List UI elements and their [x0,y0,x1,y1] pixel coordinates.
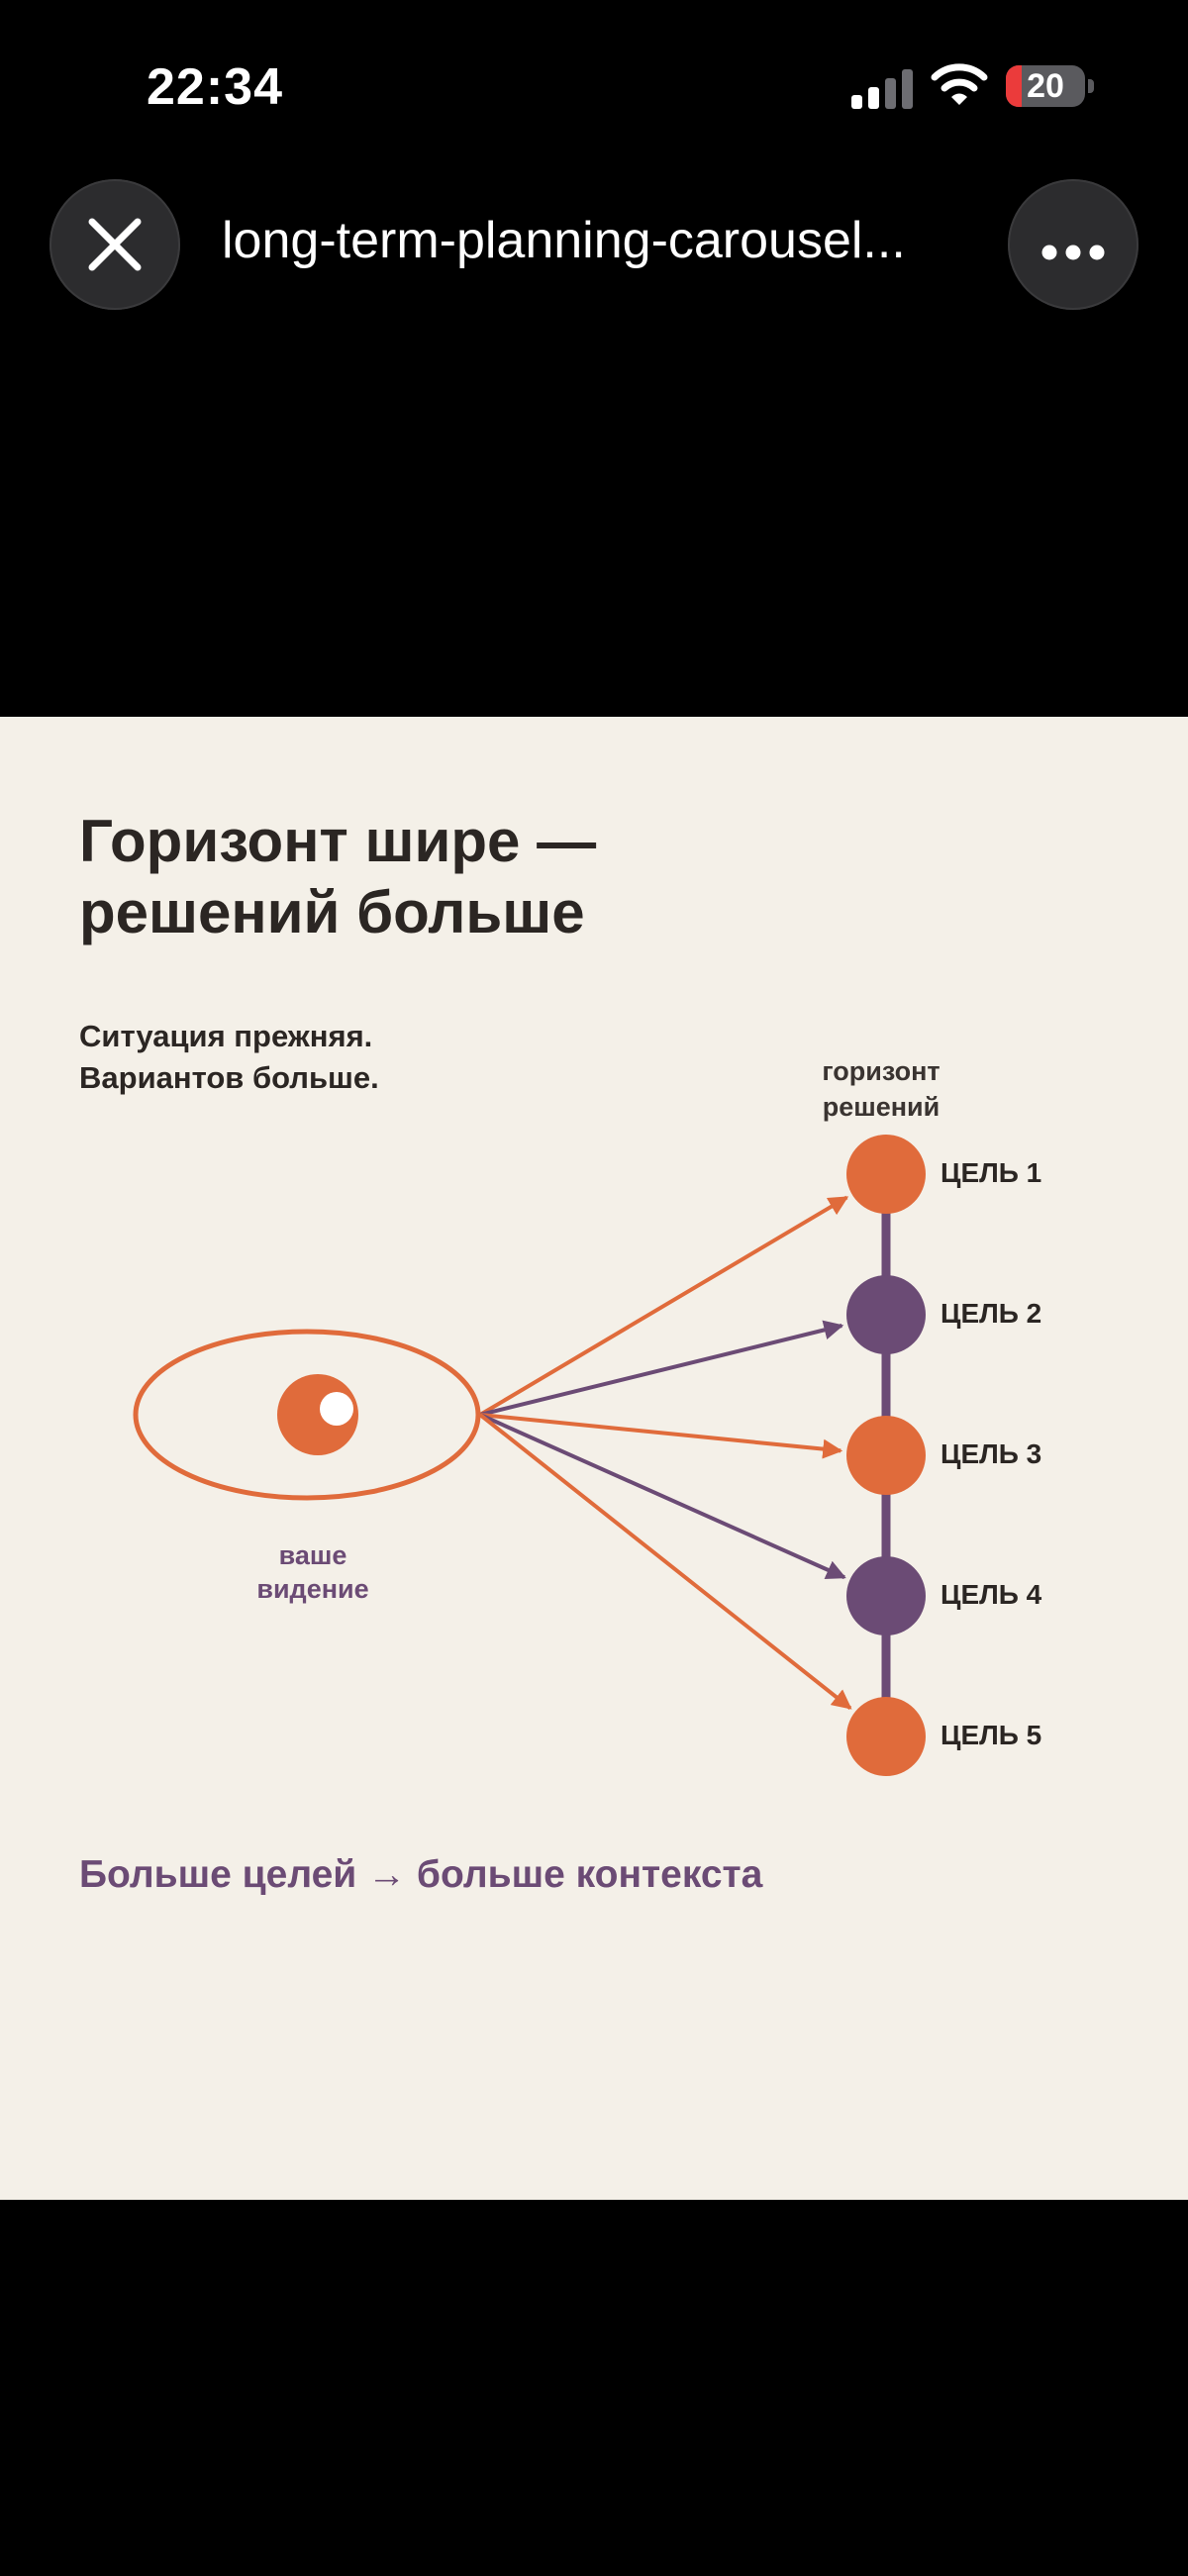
wifi-icon [931,63,988,105]
close-icon [88,218,142,271]
goal-label-4: ЦЕЛЬ 4 [940,1579,1042,1610]
goal-label-1: ЦЕЛЬ 1 [940,1157,1042,1188]
battery-fill [1006,65,1022,107]
goal-arrow-3 [479,1413,843,1459]
goals-diagram [133,1135,926,1776]
goal-node-4 [846,1556,926,1635]
subtitle-line-2: Вариантов больше. [79,1060,379,1095]
goal-label-2: ЦЕЛЬ 2 [940,1298,1042,1329]
goal-arrow-5 [478,1413,852,1710]
close-button[interactable] [50,179,180,310]
goal-node-5 [846,1697,926,1776]
goal-nodes [846,1135,926,1776]
subtitle-line-1: Ситуация прежняя. [79,1019,373,1053]
battery-level: 20 [1027,67,1064,105]
horizon-label: горизонт решений [762,1053,1000,1125]
vision-label: ваше видение [214,1538,412,1606]
horizon-label-line-1: горизонт [822,1056,940,1086]
vision-label-line-1: ваше [278,1540,347,1570]
vision-label-line-2: видение [256,1574,369,1604]
goal-node-3 [846,1416,926,1495]
goal-arrows [478,1195,852,1710]
goal-node-1 [846,1135,926,1214]
more-icon [1041,245,1105,260]
top-bar: long-term-planning-carousel... [0,173,1188,312]
carousel-slide: Горизонт шире — решений больше Ситуация … [0,717,1188,2200]
status-bar: 22:34 20 [0,0,1188,168]
horizon-label-line-2: решений [822,1092,940,1122]
goal-node-2 [846,1275,926,1354]
eye-outline [133,1329,481,1501]
slide-title-line-2: решений больше [79,879,585,945]
goal-label-3: ЦЕЛЬ 3 [940,1438,1042,1469]
page-title: long-term-planning-carousel... [222,212,906,269]
more-button[interactable] [1008,179,1138,310]
status-time: 22:34 [147,58,283,116]
slide-subtitle: Ситуация прежняя. Вариантов больше. [79,1016,379,1099]
slide-title: Горизонт шире — решений больше [79,806,1069,948]
battery-tip [1088,79,1094,93]
goal-arrow-2 [479,1320,844,1417]
signal-icon [851,65,915,109]
slide-footer: Больше целей → больше контекста [79,1853,763,1896]
battery-icon: 20 [1006,65,1085,107]
goal-label-5: ЦЕЛЬ 5 [940,1720,1042,1750]
slide-title-line-1: Горизонт шире — [79,808,597,874]
goal-arrow-1 [478,1195,849,1417]
eye-pupil [320,1392,353,1426]
goal-arrow-4 [479,1413,846,1580]
